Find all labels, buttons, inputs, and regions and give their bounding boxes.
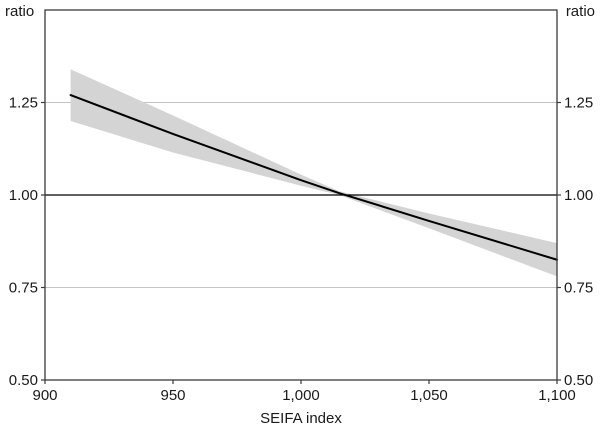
- x-tick-label: 950: [160, 387, 185, 404]
- y-tick-label-left: 1.00: [9, 187, 38, 204]
- y-tick-label-right: 1.00: [564, 187, 593, 204]
- y-tick-label-right: 1.25: [564, 95, 593, 112]
- y-tick-label-right: 0.75: [564, 280, 593, 297]
- x-tick-label: 900: [32, 387, 57, 404]
- confidence-band: [70, 69, 557, 277]
- y-unit-label-right: ratio: [566, 3, 595, 20]
- y-tick-label-right: 0.50: [564, 372, 593, 389]
- x-tick-label: 1,050: [410, 387, 448, 404]
- y-tick-label-left: 0.75: [9, 280, 38, 297]
- x-tick-label: 1,100: [538, 387, 576, 404]
- x-axis-title: SEIFA index: [260, 410, 342, 427]
- y-tick-label-left: 0.50: [9, 372, 38, 389]
- x-tick-label: 1,000: [282, 387, 320, 404]
- y-unit-label-left: ratio: [5, 3, 34, 20]
- y-tick-label-left: 1.25: [9, 95, 38, 112]
- series-line: [69, 94, 558, 261]
- plot-area: 0.50 0.50 0.75 0.75 1.00 1.00 1.25 1.25 900 950 1,…: [9, 9, 593, 404]
